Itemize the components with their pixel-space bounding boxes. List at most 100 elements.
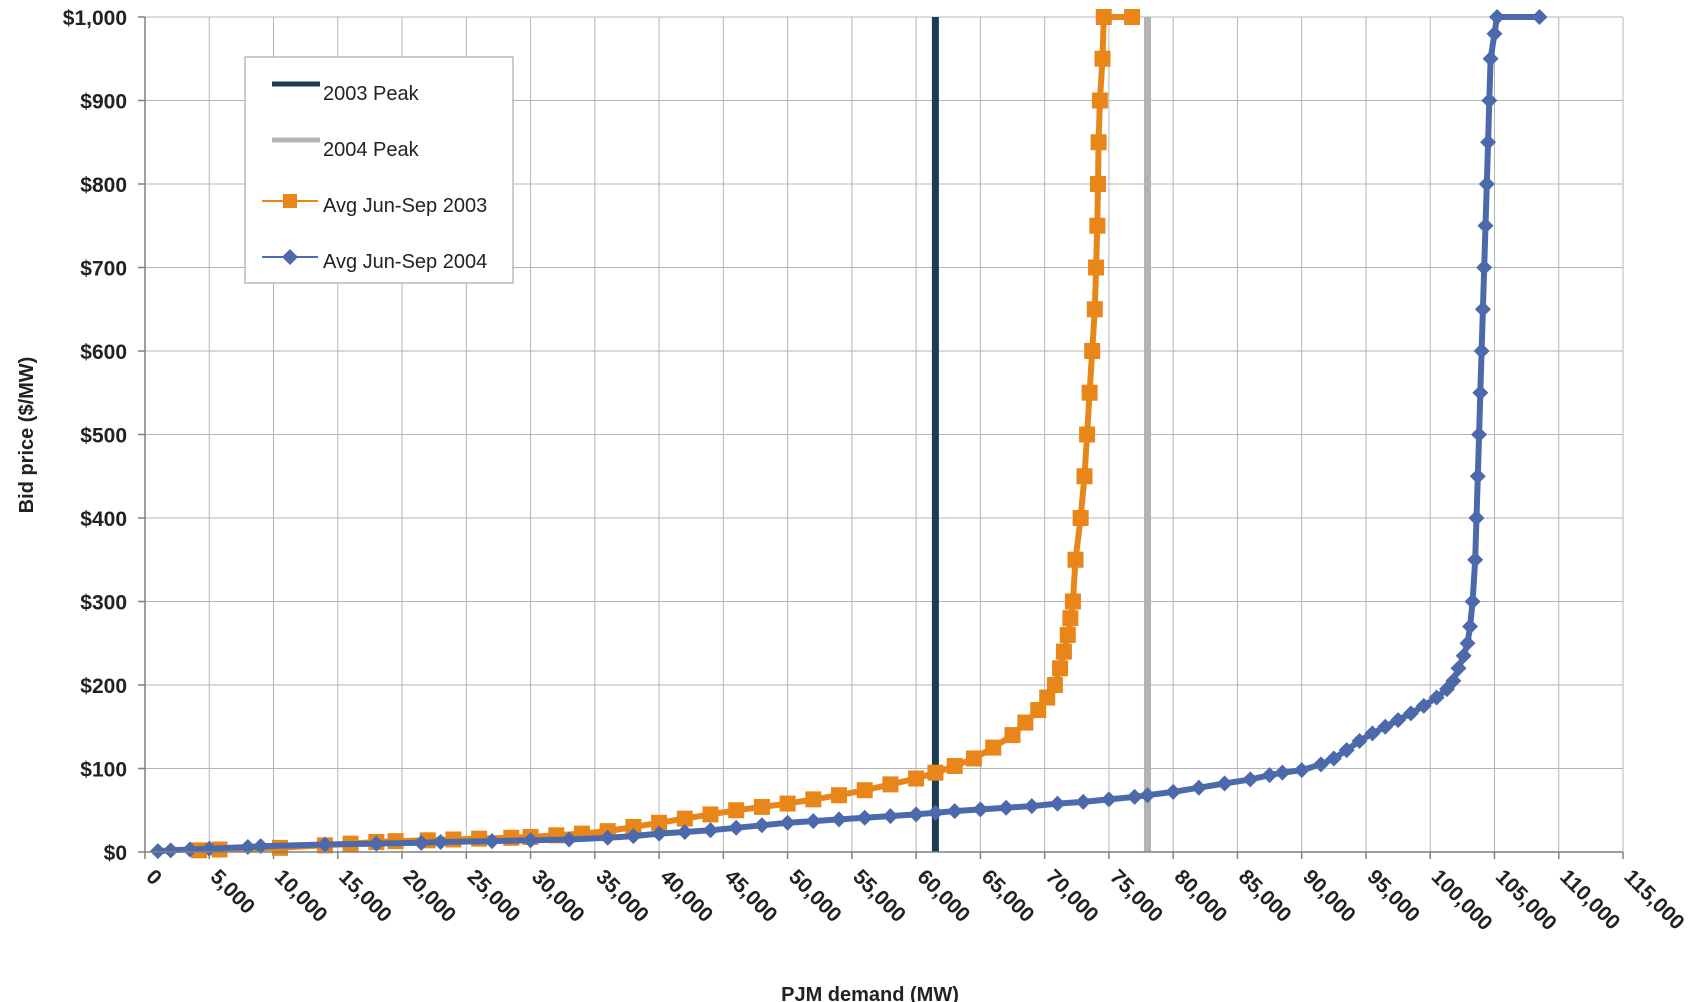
marker-avg-jun-sep-2004 — [1338, 742, 1355, 759]
y-axis-title: Bid price ($/MW) — [16, 357, 38, 514]
marker-avg-jun-sep-2003 — [1094, 50, 1111, 67]
marker-avg-jun-sep-2004 — [1075, 793, 1092, 810]
marker-avg-jun-sep-2004 — [1486, 25, 1503, 42]
legend-label-2004-peak: 2004 Peak — [323, 139, 420, 161]
marker-avg-jun-sep-2004 — [1261, 767, 1278, 784]
marker-avg-jun-sep-2004 — [1472, 384, 1489, 401]
x-tick-label: 60,000 — [913, 865, 975, 927]
marker-avg-jun-sep-2003 — [1081, 384, 1098, 401]
marker-avg-jun-sep-2003 — [965, 750, 982, 767]
marker-avg-jun-sep-2003 — [908, 770, 925, 787]
x-axis-title: PJM demand (MW) — [781, 984, 959, 1002]
marker-avg-jun-sep-2003 — [1088, 259, 1105, 276]
marker-avg-jun-sep-2003 — [702, 806, 719, 823]
marker-avg-jun-sep-2004 — [252, 838, 269, 855]
y-tick-label: $200 — [80, 675, 127, 698]
x-tick-label: 85,000 — [1234, 865, 1296, 927]
legend-marker-2004-avg — [282, 249, 298, 265]
series-line-avg-jun-sep-2004 — [154, 14, 1543, 855]
x-tick-label: 10,000 — [270, 865, 332, 927]
marker-avg-jun-sep-2004 — [316, 836, 333, 853]
marker-avg-jun-sep-2003 — [1055, 643, 1072, 660]
marker-avg-jun-sep-2004 — [831, 811, 848, 828]
marker-avg-jun-sep-2003 — [1095, 9, 1112, 25]
marker-avg-jun-sep-2004 — [728, 819, 745, 836]
legend-label-2004-avg: Avg Jun-Sep 2004 — [323, 251, 487, 273]
marker-avg-jun-sep-2003 — [779, 795, 796, 812]
x-tick-label: 110,000 — [1555, 865, 1624, 934]
marker-avg-jun-sep-2003 — [676, 810, 693, 827]
marker-avg-jun-sep-2004 — [599, 829, 616, 846]
x-tick-label: 0 — [141, 865, 166, 890]
marker-avg-jun-sep-2004 — [1469, 468, 1486, 485]
marker-avg-jun-sep-2003 — [1046, 677, 1063, 693]
marker-avg-jun-sep-2004 — [149, 843, 166, 860]
marker-avg-jun-sep-2004 — [1450, 660, 1467, 677]
marker-avg-jun-sep-2004 — [1480, 134, 1497, 151]
marker-avg-jun-sep-2004 — [1274, 764, 1291, 781]
y-tick-label: $700 — [80, 258, 127, 281]
marker-avg-jun-sep-2003 — [1039, 689, 1056, 706]
y-axis: $0 $100 $200 $300 $400 $500 $600 $700 $800 $900 $1… — [63, 7, 145, 865]
marker-avg-jun-sep-2004 — [908, 806, 925, 823]
marker-avg-jun-sep-2004 — [1481, 92, 1498, 109]
marker-avg-jun-sep-2003 — [1086, 301, 1103, 318]
marker-avg-jun-sep-2004 — [1100, 791, 1117, 808]
marker-avg-jun-sep-2004 — [882, 808, 899, 825]
x-tick-label: 105,000 — [1491, 865, 1561, 935]
marker-avg-jun-sep-2004 — [1126, 788, 1143, 805]
marker-avg-jun-sep-2003 — [1059, 626, 1076, 643]
marker-avg-jun-sep-2003 — [1076, 468, 1093, 485]
marker-avg-jun-sep-2003 — [1079, 426, 1096, 443]
marker-avg-jun-sep-2004 — [753, 817, 770, 834]
marker-avg-jun-sep-2004 — [1474, 301, 1491, 318]
marker-avg-jun-sep-2003 — [625, 818, 642, 835]
marker-avg-jun-sep-2004 — [1482, 50, 1499, 67]
marker-avg-jun-sep-2004 — [1473, 343, 1490, 359]
marker-avg-jun-sep-2004 — [1445, 672, 1462, 689]
series-layer — [149, 9, 1548, 860]
marker-avg-jun-sep-2003 — [831, 787, 848, 804]
marker-avg-jun-sep-2003 — [1124, 9, 1141, 25]
x-tick-label: 50,000 — [784, 865, 846, 927]
marker-avg-jun-sep-2004 — [1293, 762, 1310, 779]
marker-avg-jun-sep-2003 — [1091, 92, 1108, 109]
marker-avg-jun-sep-2004 — [1139, 787, 1156, 804]
marker-avg-jun-sep-2004 — [162, 842, 179, 859]
marker-avg-jun-sep-2004 — [368, 835, 385, 852]
x-tick-label: 45,000 — [720, 865, 782, 927]
marker-avg-jun-sep-2004 — [779, 814, 796, 831]
marker-avg-jun-sep-2004 — [181, 841, 198, 858]
y-tick-label: $400 — [80, 508, 127, 531]
marker-avg-jun-sep-2003 — [1052, 660, 1069, 677]
marker-avg-jun-sep-2004 — [972, 801, 989, 818]
y-tick-label: $100 — [80, 759, 127, 782]
marker-avg-jun-sep-2004 — [805, 813, 822, 830]
marker-avg-jun-sep-2004 — [1467, 551, 1484, 568]
x-tick-label: 100,000 — [1427, 865, 1497, 935]
marker-avg-jun-sep-2004 — [1489, 9, 1506, 25]
x-tick-label: 40,000 — [656, 865, 718, 927]
marker-avg-jun-sep-2004 — [432, 833, 449, 850]
marker-avg-jun-sep-2003 — [882, 776, 899, 793]
x-tick-label: 30,000 — [527, 865, 589, 927]
x-tick-label: 5,000 — [206, 865, 259, 918]
x-tick-label: 90,000 — [1298, 865, 1360, 927]
marker-avg-jun-sep-2003 — [1064, 593, 1081, 610]
marker-avg-jun-sep-2003 — [1084, 343, 1101, 359]
y-tick-label: $500 — [80, 425, 127, 448]
marker-avg-jun-sep-2004 — [1325, 750, 1342, 767]
marker-avg-jun-sep-2004 — [484, 833, 501, 850]
x-tick-label: 55,000 — [848, 865, 910, 927]
marker-avg-jun-sep-2004 — [676, 823, 693, 840]
x-tick-label: 65,000 — [977, 865, 1039, 927]
legend: 2003 Peak 2004 Peak Avg Jun-Sep 2003 Avg… — [244, 56, 514, 284]
marker-avg-jun-sep-2004 — [1049, 795, 1066, 812]
marker-avg-jun-sep-2003 — [927, 764, 944, 781]
marker-avg-jun-sep-2004 — [1377, 718, 1394, 735]
marker-avg-jun-sep-2003 — [728, 802, 745, 819]
marker-avg-jun-sep-2003 — [1090, 134, 1107, 151]
marker-avg-jun-sep-2004 — [1165, 783, 1182, 800]
legend-marker-2003-avg — [283, 194, 297, 208]
